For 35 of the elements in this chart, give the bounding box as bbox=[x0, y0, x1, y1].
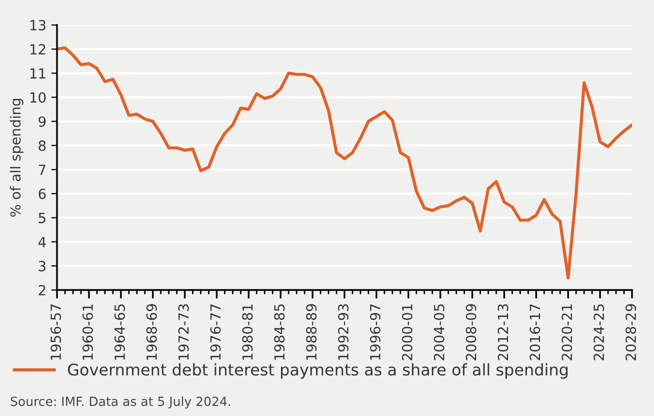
x-tick-label: 2004-05 bbox=[434, 304, 444, 360]
x-tick-label: 2016-17 bbox=[530, 304, 540, 360]
y-tick-label: 13 bbox=[30, 20, 46, 30]
x-tick-label: 1976-77 bbox=[210, 304, 221, 360]
y-tick-label: 11 bbox=[30, 68, 46, 78]
x-tick-label: 2024-25 bbox=[594, 304, 604, 360]
y-tick-label: 7 bbox=[38, 164, 46, 175]
x-tick-label: 1960-61 bbox=[82, 304, 93, 360]
x-tick-label: 1964-65 bbox=[114, 304, 125, 360]
line-series bbox=[57, 46, 632, 280]
y-tick-label: 9 bbox=[38, 116, 46, 127]
y-axis-title: % of all spending bbox=[10, 98, 24, 217]
y-tick-label: 12 bbox=[30, 44, 46, 54]
x-tick-label: 2012-13 bbox=[498, 304, 508, 360]
y-tick-label: 5 bbox=[38, 212, 46, 224]
x-tick-label: 1972-73 bbox=[178, 304, 189, 360]
y-tick-label: 2 bbox=[38, 284, 46, 296]
x-tick-label: 1992-93 bbox=[338, 304, 349, 360]
legend-label: Government debt interest payments as a share of all spending bbox=[68, 363, 568, 379]
y-tick-label: 4 bbox=[38, 236, 46, 248]
x-tick-label: 1988-89 bbox=[306, 304, 317, 360]
x-tick-label: 1996-97 bbox=[370, 304, 380, 360]
source-note: Source: IMF. Data as at 5 July 2024. bbox=[10, 396, 230, 409]
x-tick-label: 2020-21 bbox=[562, 304, 572, 360]
x-tick-label: 1984-85 bbox=[274, 304, 285, 360]
x-tick-label: 1980-81 bbox=[242, 304, 253, 360]
x-tick-label: 2008-09 bbox=[466, 304, 476, 360]
y-tick-label: 3 bbox=[38, 260, 46, 272]
y-tick-label: 10 bbox=[30, 92, 46, 103]
x-tick-label: 1968-69 bbox=[146, 304, 157, 360]
x-tick-label: 2000-01 bbox=[402, 304, 412, 360]
x-tick-label: 1956-57 bbox=[50, 304, 62, 360]
y-tick-label: 8 bbox=[38, 140, 46, 151]
y-tick-label: 6 bbox=[38, 188, 46, 200]
x-tick-label: 2028-29 bbox=[626, 304, 636, 360]
